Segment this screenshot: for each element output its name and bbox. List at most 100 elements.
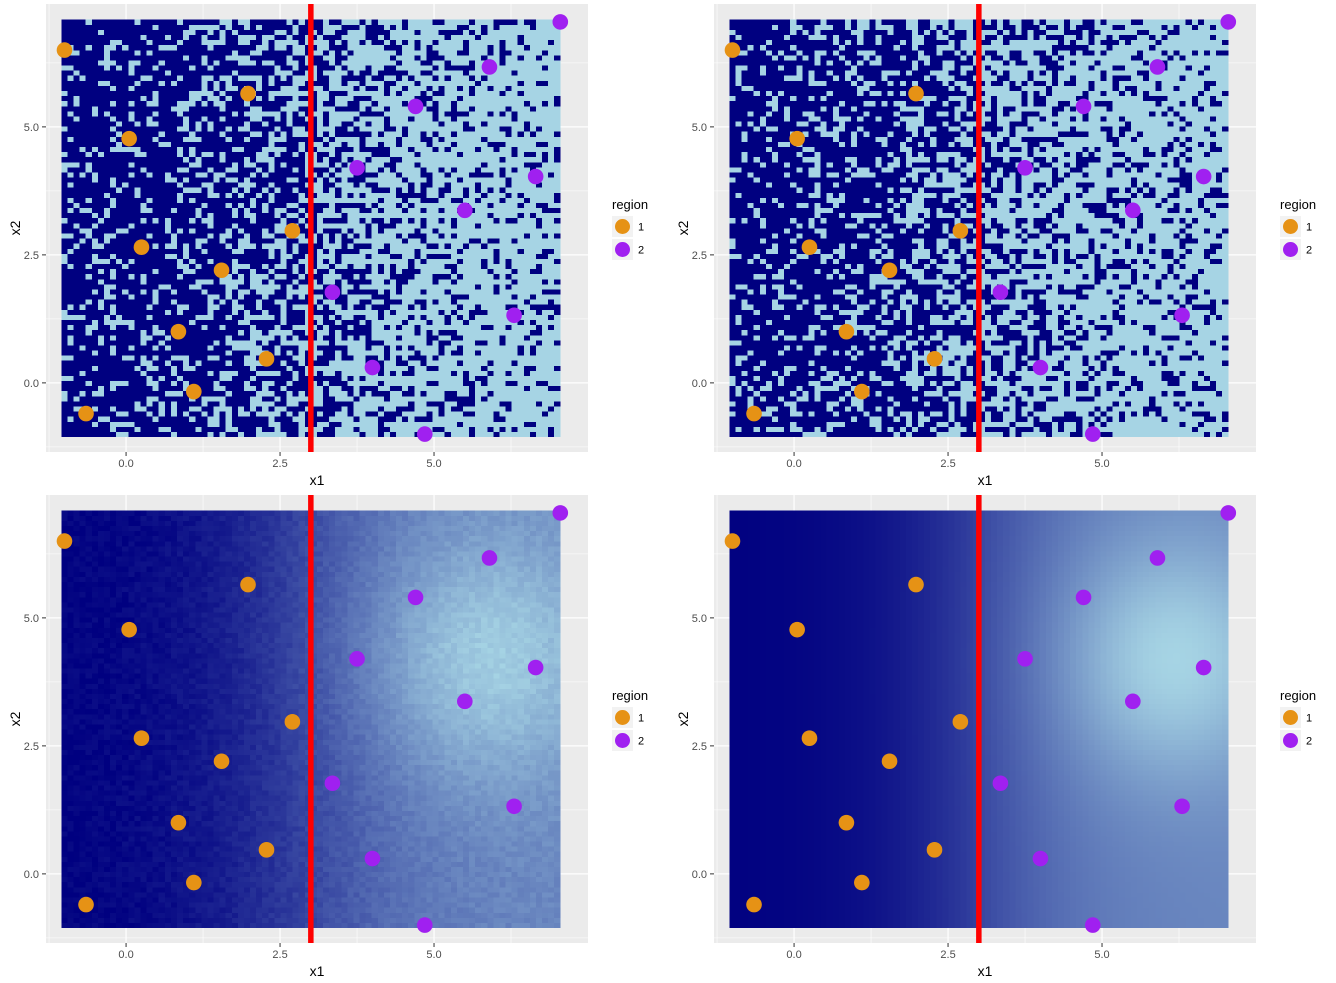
raster-tile <box>268 278 275 285</box>
raster-tile <box>548 161 555 168</box>
raster-tile <box>207 380 214 387</box>
raster-tile <box>365 355 373 361</box>
raster-tile <box>347 192 354 198</box>
raster-tile <box>359 309 366 315</box>
raster-tile <box>268 126 275 132</box>
raster-tile <box>529 253 537 259</box>
raster-tile <box>377 151 385 158</box>
raster-tile <box>280 324 287 331</box>
raster-tile <box>493 350 500 356</box>
raster-tile <box>176 156 184 163</box>
raster-tile <box>67 146 74 153</box>
raster-tile <box>110 339 117 346</box>
raster-tile <box>268 136 275 142</box>
raster-tile <box>359 365 366 371</box>
raster-tile <box>85 365 93 371</box>
raster-tile <box>517 268 525 275</box>
raster-tile <box>359 324 366 331</box>
raster-tile <box>353 334 360 341</box>
raster-tile <box>128 426 135 432</box>
raster-tile <box>499 197 506 203</box>
raster-tile <box>103 131 111 137</box>
raster-tile <box>402 309 409 315</box>
raster-tile <box>323 187 330 193</box>
raster-tile <box>128 253 135 259</box>
raster-tile <box>408 156 415 163</box>
raster-tile <box>450 411 458 417</box>
raster-tile <box>323 222 330 229</box>
raster-tile <box>359 197 366 203</box>
raster-tile <box>122 406 129 412</box>
raster-tile <box>73 289 81 295</box>
raster-tile <box>548 380 555 387</box>
raster-tile <box>493 172 500 178</box>
raster-tile <box>438 334 446 341</box>
raster-tile <box>286 197 293 203</box>
raster-tile <box>116 375 123 382</box>
raster-tile <box>61 401 68 407</box>
raster-tile <box>523 166 531 173</box>
raster-tile <box>201 192 208 198</box>
raster-tile <box>529 273 537 280</box>
raster-tile <box>511 136 519 142</box>
raster-tile <box>535 283 543 290</box>
raster-tile <box>274 146 281 153</box>
raster-tile <box>341 197 348 203</box>
raster-tile <box>469 243 476 249</box>
raster-tile <box>79 151 87 158</box>
raster-tile <box>61 294 68 300</box>
raster-tile <box>389 370 397 376</box>
raster-tile <box>377 278 385 285</box>
raster-tile <box>408 258 415 265</box>
raster-tile <box>359 421 366 427</box>
raster-tile <box>256 172 263 178</box>
raster-tile <box>365 136 373 142</box>
raster-tile <box>103 166 111 173</box>
raster-tile <box>493 401 500 407</box>
raster-tile <box>414 166 421 173</box>
raster-tile <box>347 212 354 219</box>
raster-tile <box>79 202 87 209</box>
raster-tile <box>548 233 555 239</box>
raster-tile <box>469 263 476 270</box>
raster-tile <box>426 360 433 366</box>
raster-tile <box>110 228 117 234</box>
raster-tile <box>420 309 427 315</box>
raster-tile <box>462 156 470 163</box>
raster-tile <box>152 401 160 407</box>
raster-tile <box>505 304 513 310</box>
raster-tile <box>225 309 233 315</box>
raster-tile <box>517 304 525 310</box>
raster-tile <box>535 329 543 336</box>
raster-tile <box>432 350 439 356</box>
raster-tile <box>396 299 403 305</box>
raster-tile <box>414 268 421 275</box>
raster-tile <box>535 222 543 229</box>
raster-tile <box>535 385 543 392</box>
raster-tile <box>61 339 68 346</box>
raster-tile <box>383 126 391 132</box>
raster-tile <box>456 390 464 397</box>
raster-tile <box>347 222 354 229</box>
raster-tile <box>408 416 415 422</box>
raster-tile <box>189 299 196 305</box>
raster-tile <box>438 278 446 285</box>
raster-tile <box>542 212 549 219</box>
raster-tile <box>158 248 166 254</box>
raster-tile <box>456 329 464 336</box>
raster-tile <box>444 131 452 137</box>
raster-tile <box>67 421 74 427</box>
raster-tile <box>298 177 306 183</box>
raster-tile <box>535 426 543 432</box>
raster-tile <box>298 299 306 305</box>
raster-tile <box>85 248 93 254</box>
raster-tile <box>85 172 93 178</box>
raster-tile <box>542 365 549 371</box>
raster-tile <box>548 222 555 229</box>
raster-tile <box>286 273 293 280</box>
raster-tile <box>250 141 257 147</box>
raster-tile <box>91 334 99 341</box>
raster-tile <box>517 339 525 346</box>
raster-tile <box>377 197 385 203</box>
raster-tile <box>511 212 519 219</box>
